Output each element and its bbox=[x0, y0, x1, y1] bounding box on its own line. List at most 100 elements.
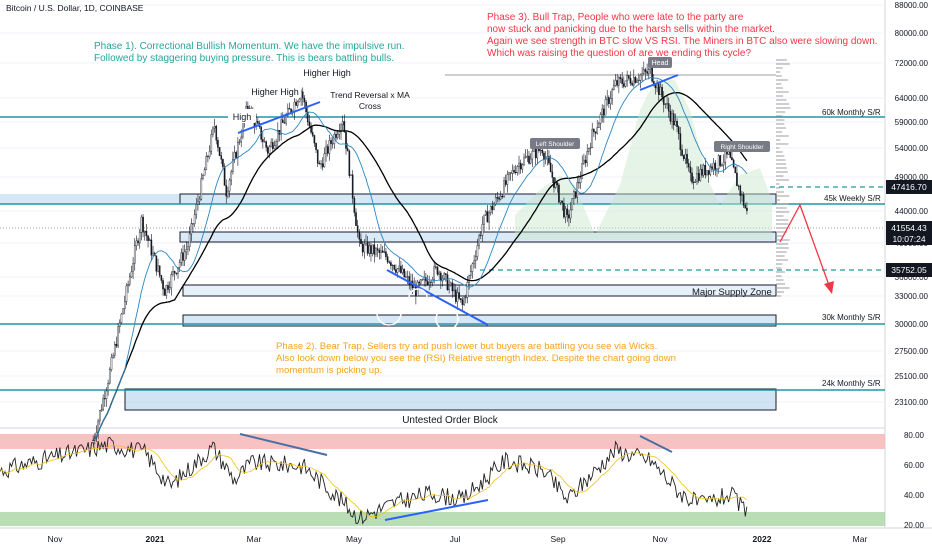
candle-body bbox=[355, 212, 357, 226]
candle-body bbox=[669, 110, 672, 122]
candle-body bbox=[123, 301, 126, 310]
candle-body bbox=[664, 103, 667, 105]
time-label: Mar bbox=[853, 534, 868, 544]
candle-body bbox=[183, 251, 186, 261]
rsi-divergence-1[interactable] bbox=[239, 433, 328, 456]
candle-body bbox=[217, 140, 219, 148]
label-trend-reversal-line1: Trend Reversal x MA bbox=[330, 90, 410, 100]
candle-body bbox=[642, 69, 645, 74]
candle-body bbox=[270, 142, 272, 147]
label-high[interactable]: High bbox=[228, 109, 256, 123]
candle-body bbox=[320, 163, 322, 165]
label-left-shoulder[interactable]: Left Shoulder bbox=[530, 138, 580, 149]
price-pane[interactable] bbox=[0, 0, 885, 428]
candle-body bbox=[150, 239, 153, 256]
candle-body bbox=[661, 86, 663, 98]
candle-body bbox=[724, 151, 727, 163]
candle-body bbox=[601, 108, 603, 115]
label-right-shoulder[interactable]: Right Shoulder bbox=[714, 141, 770, 152]
rsi-axis[interactable]: 80.00 60.00 40.00 20.00 bbox=[904, 431, 925, 530]
candle-body bbox=[133, 245, 136, 264]
candle-body bbox=[721, 164, 723, 166]
price-tick: 23100.00 bbox=[895, 398, 929, 407]
candle-body bbox=[203, 169, 206, 176]
candle-body bbox=[469, 271, 472, 276]
candle-body bbox=[571, 198, 574, 211]
candle-body bbox=[187, 246, 189, 250]
candle-body bbox=[268, 146, 271, 154]
candle-body bbox=[706, 170, 708, 175]
badge-current-price[interactable]: 41554.43 10:07:24 bbox=[886, 221, 932, 245]
candle-body bbox=[160, 275, 163, 281]
candle-body bbox=[478, 235, 480, 246]
candle-body bbox=[262, 139, 264, 142]
candle-body bbox=[692, 181, 695, 183]
candle-body bbox=[491, 205, 494, 210]
rsi-divergence-2[interactable] bbox=[384, 499, 489, 521]
badge-35752[interactable]: 35752.05 bbox=[886, 263, 932, 277]
candle-body bbox=[140, 216, 143, 233]
candle-body bbox=[588, 148, 590, 152]
candle-body bbox=[180, 252, 183, 263]
candle-body bbox=[433, 266, 435, 280]
label-high-text: High bbox=[233, 112, 252, 122]
candle-body bbox=[222, 159, 224, 167]
trendline-higher-highs[interactable] bbox=[237, 101, 321, 134]
trendline-bear-trap[interactable] bbox=[386, 269, 489, 326]
candle-body bbox=[618, 77, 620, 86]
candle-body bbox=[526, 155, 529, 158]
candle-body bbox=[456, 292, 459, 302]
badge-47416[interactable]: 47416.70 bbox=[886, 180, 932, 194]
candle-body bbox=[301, 91, 304, 99]
projection-path[interactable] bbox=[779, 203, 831, 289]
candle-body bbox=[732, 159, 735, 168]
candle-body bbox=[400, 265, 402, 273]
candle-body bbox=[727, 151, 730, 155]
candle-body bbox=[340, 124, 342, 133]
trendline-head[interactable] bbox=[639, 74, 679, 91]
candle-body bbox=[125, 285, 128, 302]
zone-major-supply[interactable] bbox=[182, 284, 777, 297]
label-head[interactable]: Head bbox=[648, 57, 672, 68]
candle-body bbox=[514, 171, 517, 174]
label-head-text: Head bbox=[652, 60, 669, 67]
candle-body bbox=[608, 97, 610, 104]
wick-circle-1[interactable] bbox=[376, 300, 402, 326]
phase3-line4: Which was raising the question of are we… bbox=[487, 48, 751, 59]
candle-body bbox=[657, 83, 660, 95]
label-higher-high-1[interactable]: Higher High bbox=[249, 84, 301, 98]
candle-body bbox=[233, 151, 236, 160]
time-label: 2022 bbox=[753, 534, 772, 544]
rsi-divergence-3[interactable] bbox=[639, 435, 673, 453]
candle-body bbox=[135, 240, 138, 246]
candle-body bbox=[120, 313, 123, 323]
candle-body bbox=[483, 214, 485, 225]
candle-body bbox=[351, 174, 354, 199]
price-axis[interactable]: 88000.00 80000.00 72000.00 64000.00 5900… bbox=[895, 1, 929, 407]
wick-circle-3[interactable] bbox=[435, 307, 459, 331]
candle-body bbox=[647, 69, 650, 74]
wick-circle-2[interactable] bbox=[408, 288, 428, 308]
label-trend-reversal[interactable]: Trend Reversal x MA Cross bbox=[327, 88, 413, 114]
candle-body bbox=[102, 398, 104, 411]
candle-body bbox=[386, 256, 389, 263]
candle-body bbox=[426, 280, 429, 285]
candle-body bbox=[486, 211, 489, 223]
candle-body bbox=[346, 148, 349, 152]
time-axis[interactable]: Nov 2021 Mar May Jul Sep Nov 2022 Mar bbox=[47, 534, 867, 544]
candle-body bbox=[697, 173, 700, 181]
zone-38k-box[interactable] bbox=[179, 231, 777, 243]
candle-body bbox=[498, 197, 500, 200]
candle-body bbox=[212, 127, 214, 135]
candle-body bbox=[701, 168, 703, 176]
zone-45k[interactable] bbox=[0, 194, 776, 204]
candle-body bbox=[162, 280, 164, 290]
price-tick: 72000.00 bbox=[895, 59, 929, 68]
zone-untested-ob[interactable] bbox=[124, 388, 777, 411]
candle-body bbox=[737, 185, 740, 187]
candle-body bbox=[158, 265, 161, 276]
candle-body bbox=[142, 216, 144, 233]
label-higher-high-2[interactable]: Higher High bbox=[300, 65, 354, 79]
